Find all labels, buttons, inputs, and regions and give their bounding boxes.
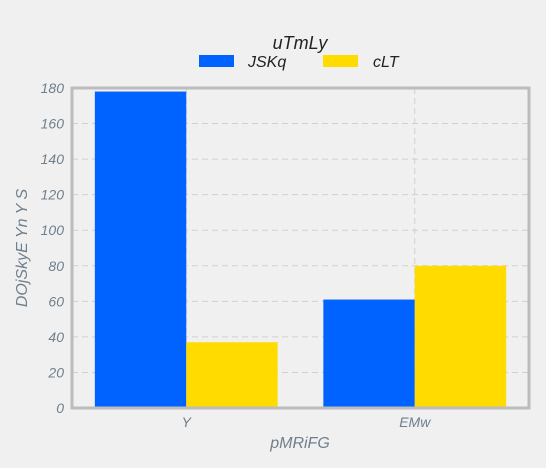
y-axis-title: DOjSkyE Yn Y S	[14, 189, 31, 308]
legend-swatch-cLT	[323, 55, 358, 67]
plot-frame	[70, 86, 531, 410]
x-axis-ticks: Y EMw	[182, 414, 432, 430]
x-tick-label: EMw	[399, 414, 431, 430]
bar-JSKq-EMw	[323, 299, 415, 408]
y-axis-ticks: 0 20 40 60 80 100 120 140 160 180	[41, 80, 65, 416]
bar-cLT-EMw	[414, 265, 507, 408]
x-axis-title: pMRiFG	[269, 435, 330, 452]
y-tick-label: 120	[41, 187, 65, 203]
legend: JSKq cLT	[199, 54, 400, 71]
bar-JSKq-Y	[94, 91, 187, 409]
legend-label-JSKq: JSKq	[247, 54, 286, 71]
y-tick-label: 180	[41, 80, 65, 96]
y-tick-label: 20	[47, 364, 64, 380]
bar-cLT-Y	[186, 342, 278, 408]
legend-swatch-JSKq	[199, 55, 234, 67]
legend-label-cLT: cLT	[373, 54, 400, 71]
y-tick-label: 140	[41, 151, 65, 167]
x-tick-label: Y	[182, 414, 193, 430]
y-tick-label: 100	[41, 222, 65, 238]
y-tick-label: 0	[56, 400, 64, 416]
legend-title: uTmLy	[273, 33, 329, 53]
y-tick-label: 80	[48, 258, 64, 274]
y-tick-label: 60	[48, 293, 64, 309]
bars	[94, 91, 507, 409]
y-tick-label: 160	[41, 116, 65, 132]
y-tick-label: 40	[48, 329, 64, 345]
